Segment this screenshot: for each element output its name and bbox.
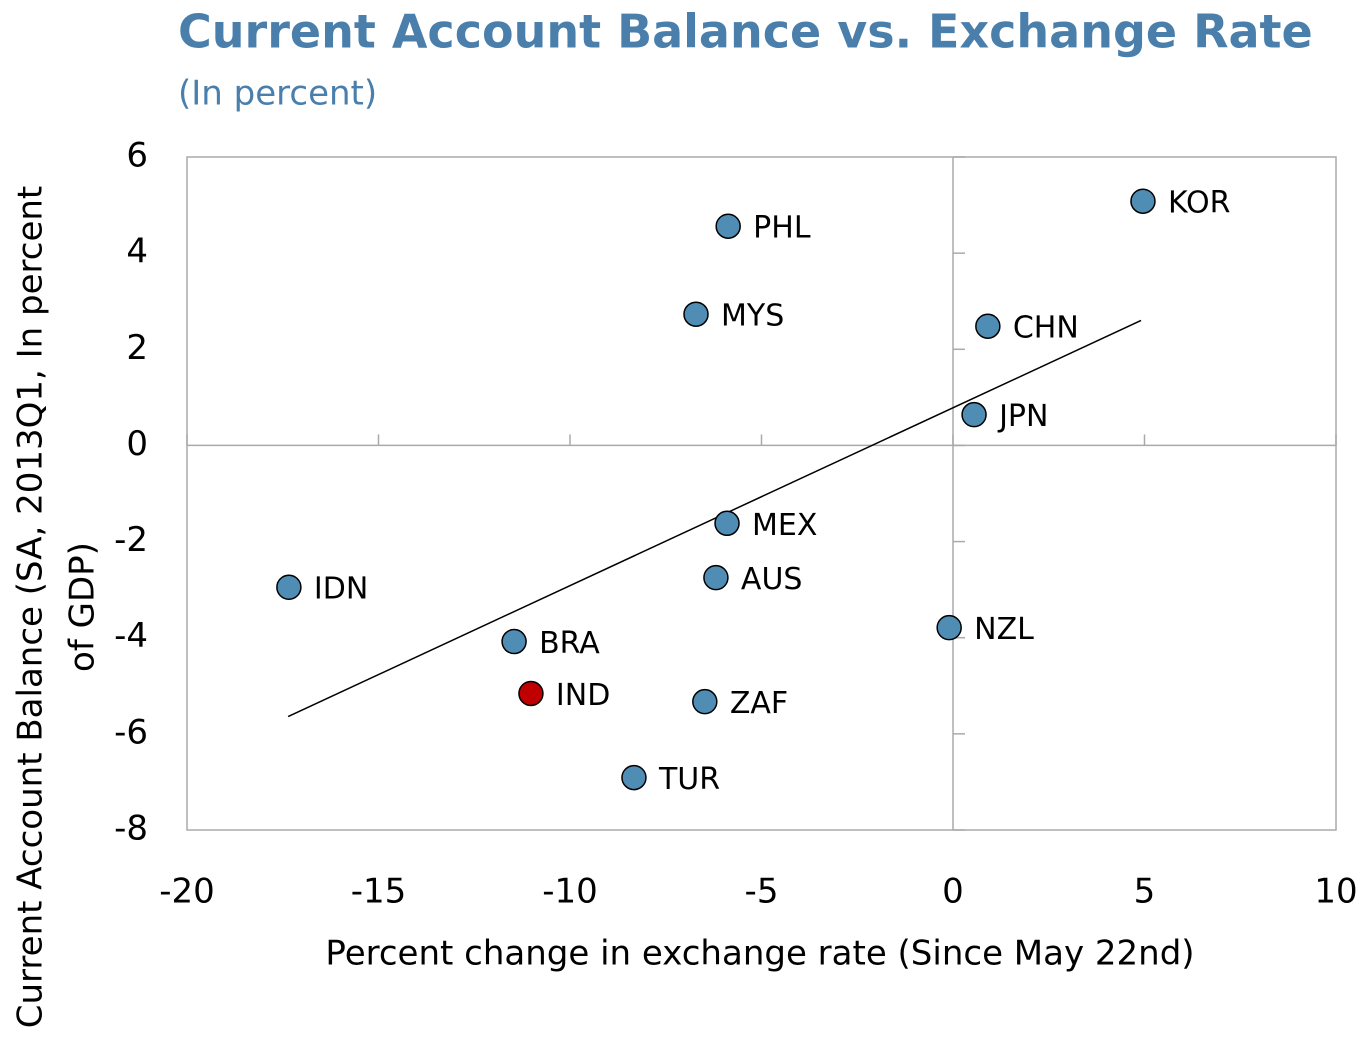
y-tick-label: -8 <box>114 809 148 849</box>
point-label: ZAF <box>730 686 788 721</box>
point-label: PHL <box>753 211 811 246</box>
plot-frame <box>186 156 1337 831</box>
y-tick-label: -4 <box>114 616 148 656</box>
point <box>683 301 709 327</box>
point <box>692 688 718 715</box>
point-label: MEX <box>752 508 817 543</box>
point <box>936 614 962 641</box>
point <box>501 628 527 655</box>
x-tick-label: 5 <box>1134 872 1156 912</box>
x-tick-label: 10 <box>1314 872 1357 912</box>
chart-title: Current Account Balance vs. Exchange Rat… <box>178 5 1313 59</box>
point <box>518 680 544 707</box>
y-tick-label: 4 <box>126 232 148 272</box>
point <box>975 313 1001 339</box>
y-axis-label: of GDP) <box>63 542 103 672</box>
point-label: IDN <box>314 572 368 607</box>
y-tick-label: -6 <box>114 712 148 752</box>
chart-subtitle: (In percent) <box>178 74 377 114</box>
x-axis-label: Percent change in exchange rate (Since M… <box>325 934 1194 974</box>
point <box>276 574 302 600</box>
point-label: MYS <box>721 299 784 334</box>
point-label: TUR <box>658 762 720 797</box>
y-tick-label: -2 <box>114 520 148 560</box>
point <box>714 510 740 537</box>
x-tick-label: -20 <box>159 872 215 912</box>
point <box>703 564 729 591</box>
point-label: BRA <box>539 626 600 661</box>
point <box>1130 188 1156 214</box>
x-tick-label: 0 <box>942 872 964 912</box>
point-label: IND <box>556 678 610 713</box>
point-label: NZL <box>974 612 1034 647</box>
x-tick-label: -5 <box>745 872 779 912</box>
point-label: KOR <box>1168 186 1231 221</box>
point <box>961 401 987 428</box>
x-tick-label: -10 <box>542 872 598 912</box>
y-tick-label: 6 <box>126 136 148 176</box>
y-tick-label: 0 <box>126 424 148 464</box>
point-label: JPN <box>997 399 1048 434</box>
y-axis-label: Current Account Balance (SA, 2013Q1, In … <box>11 186 51 1029</box>
x-tick-label: -15 <box>351 872 407 912</box>
point <box>715 213 741 239</box>
y-tick-label: 2 <box>126 328 148 368</box>
trend-line <box>287 319 1142 718</box>
point-label: AUS <box>741 562 803 597</box>
point <box>621 764 647 791</box>
point-label: CHN <box>1013 311 1079 346</box>
